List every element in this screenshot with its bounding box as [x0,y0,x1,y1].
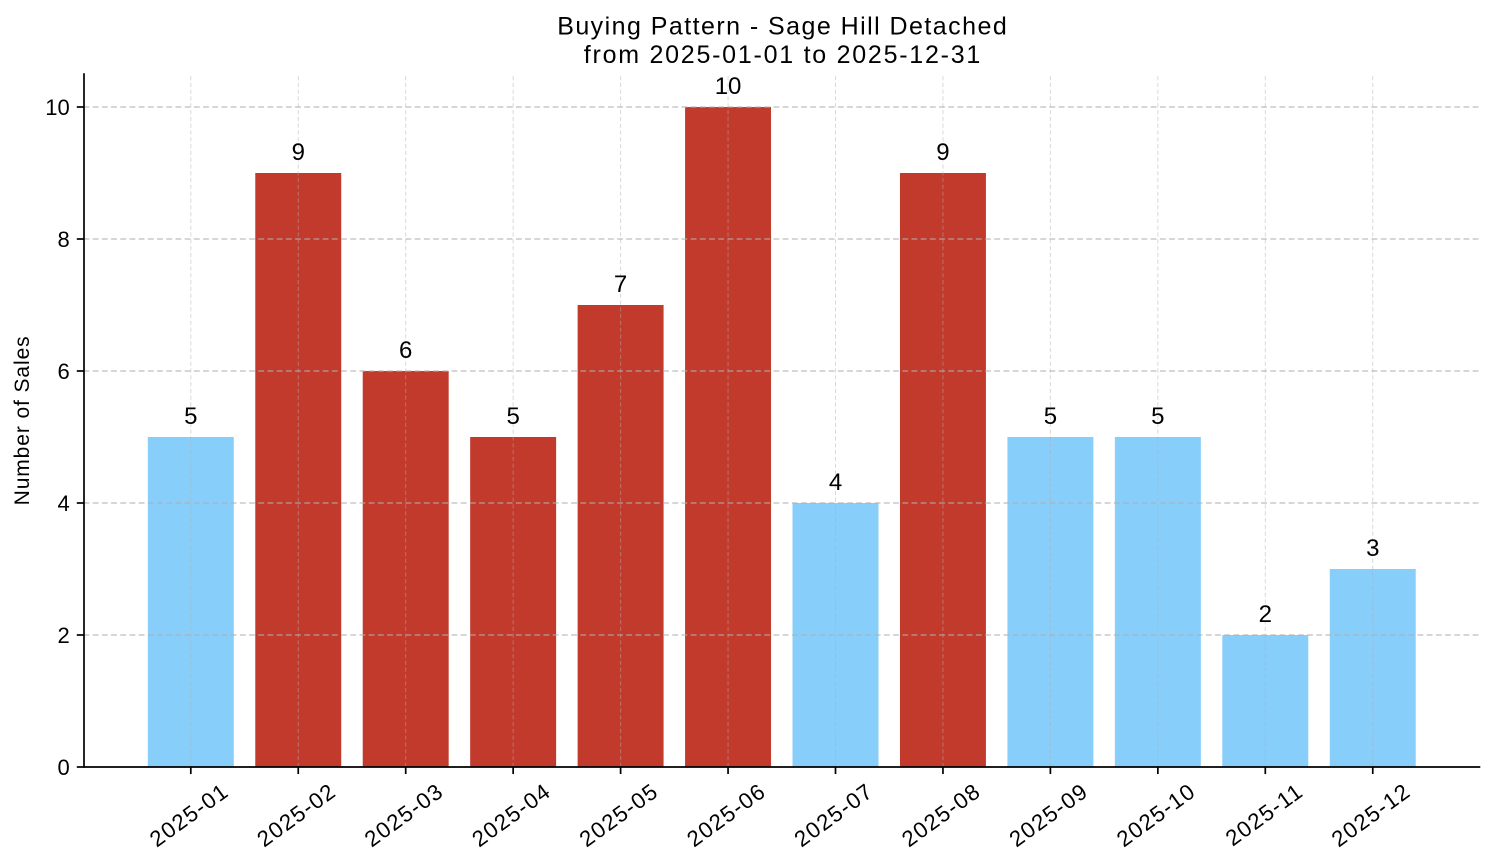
svg-text:2: 2 [1259,601,1272,628]
svg-text:8: 8 [57,227,69,252]
svg-text:5: 5 [506,403,519,430]
svg-text:9: 9 [292,139,305,166]
svg-text:5: 5 [1151,403,1164,430]
svg-text:7: 7 [614,271,627,298]
svg-text:5: 5 [1044,403,1057,430]
svg-text:5: 5 [184,403,197,430]
svg-text:6: 6 [399,337,412,364]
svg-text:2: 2 [57,623,69,648]
svg-text:4: 4 [57,491,69,516]
svg-text:9: 9 [936,139,949,166]
svg-text:6: 6 [57,359,69,384]
svg-text:Buying Pattern - Sage Hill Det: Buying Pattern - Sage Hill Detached [557,12,1008,40]
svg-text:0: 0 [57,755,69,780]
svg-text:3: 3 [1366,535,1379,562]
svg-text:from 2025-01-01 to 2025-12-31: from 2025-01-01 to 2025-12-31 [584,41,982,69]
svg-text:Number of Sales: Number of Sales [11,335,34,505]
svg-text:10: 10 [715,73,742,100]
svg-text:10: 10 [45,95,69,120]
svg-text:4: 4 [829,469,842,496]
